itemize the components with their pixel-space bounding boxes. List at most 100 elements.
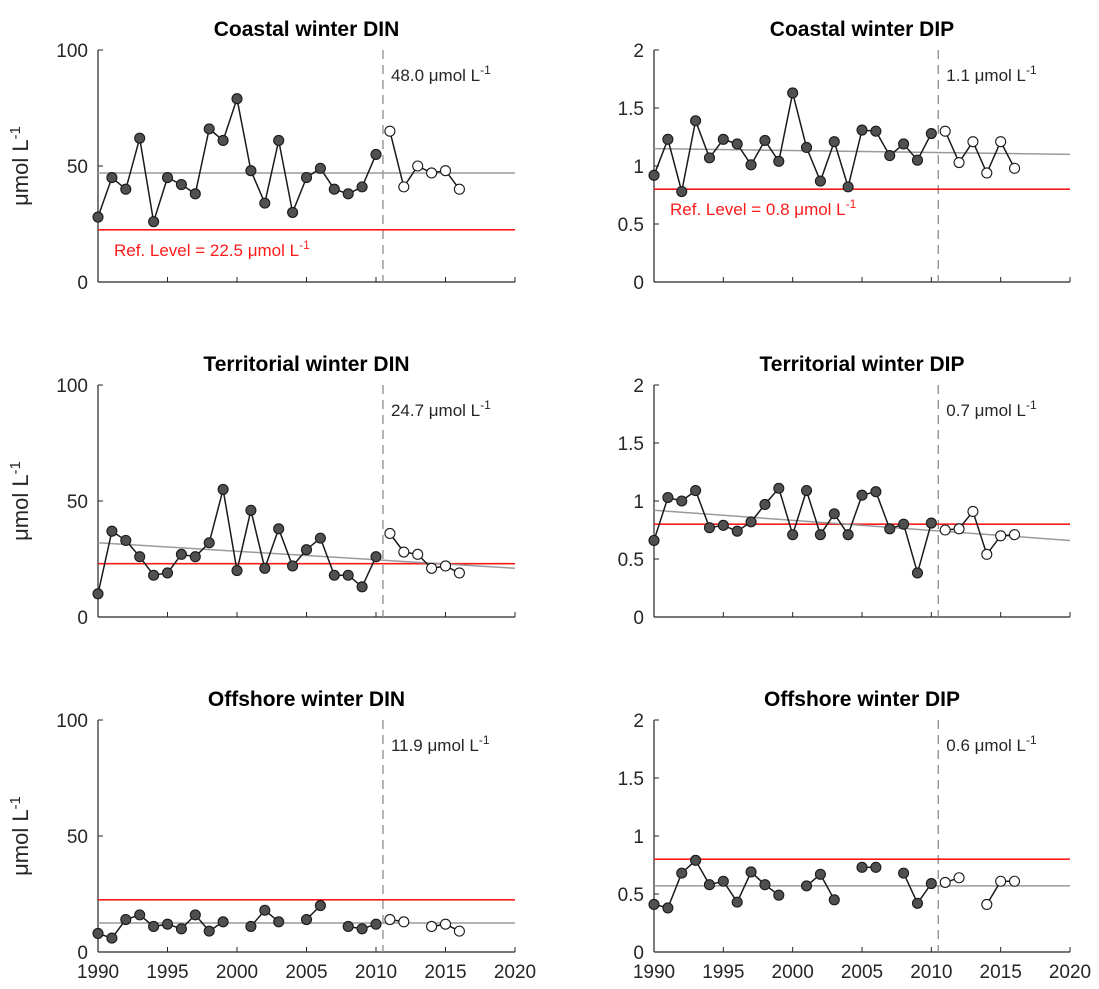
x-tick-label: 1995 [702, 962, 744, 983]
data-point-filled [342, 188, 354, 200]
data-point-filled [703, 152, 716, 164]
data-point-open [453, 183, 465, 195]
data-point-filled [703, 522, 716, 534]
data-point-filled [356, 181, 368, 193]
data-point-filled [898, 518, 910, 530]
x-tick-label: 2010 [910, 962, 952, 983]
y-tick-label: 0.5 [618, 885, 644, 906]
y-tick-label: 0 [633, 943, 644, 964]
data-point-open [953, 872, 965, 884]
data-point-open [439, 560, 452, 572]
x-tick-label: 2010 [355, 962, 397, 983]
data-point-filled [856, 489, 868, 501]
chart-panel-4: Territorial winter DIP 0 0.5 1 1.5 2 0.7 μmol … [618, 353, 1071, 629]
data-point-open [1008, 162, 1021, 174]
data-point-filled [731, 525, 743, 537]
data-point-filled [800, 880, 813, 892]
data-point-open [981, 167, 993, 179]
y-tick-label: 50 [67, 827, 88, 848]
data-point-filled [759, 879, 771, 891]
data-point-filled [745, 516, 757, 528]
data-point-filled [787, 87, 799, 99]
data-point-open [453, 567, 465, 579]
data-point-filled [814, 175, 826, 187]
data-point-filled [231, 93, 243, 105]
data-point-open [398, 916, 410, 928]
data-point-open [953, 156, 965, 169]
data-point-filled [161, 172, 174, 184]
data-point-filled [148, 920, 160, 933]
y-axis-label: μmol L-1 [7, 461, 34, 541]
data-point-filled [342, 569, 354, 581]
data-point-filled [648, 534, 660, 546]
data-point-filled [245, 165, 257, 177]
data-point-filled [314, 532, 326, 544]
data-point-filled [134, 551, 146, 563]
data-point-filled [690, 485, 702, 497]
data-point-filled [787, 529, 799, 541]
data-point-filled [800, 485, 813, 497]
reference-level-label: Ref. Level = 22.5 μmol L-1 [114, 238, 310, 260]
data-point-filled [773, 482, 785, 494]
data-point-filled [328, 569, 340, 581]
data-point-filled [828, 508, 840, 520]
data-point-filled [648, 898, 660, 910]
data-point-filled [92, 211, 104, 223]
data-point-open [939, 876, 951, 888]
x-tick-label: 1990 [633, 962, 675, 983]
assessment-mean-label: 0.6 μmol L-1 [946, 733, 1037, 755]
assessment-mean-label: 1.1 μmol L-1 [946, 63, 1037, 85]
data-point-filled [92, 927, 104, 939]
data-point-open [953, 523, 965, 535]
data-point-filled [842, 529, 854, 541]
data-point-filled [898, 138, 910, 150]
y-tick-label: 0 [633, 273, 644, 294]
chart-title: Territorial winter DIP [760, 353, 965, 376]
data-point-filled [828, 894, 840, 906]
data-point-open [995, 875, 1007, 887]
data-point-filled [676, 495, 688, 507]
data-point-filled [314, 162, 326, 174]
data-point-filled [662, 491, 674, 504]
chart-panel-2: Coastal winter DIP 0 0.5 1 1.5 2 1.1 μmol L-1 R… [618, 18, 1071, 294]
data-point-open [939, 524, 951, 536]
y-tick-label: 0 [77, 608, 88, 629]
x-tick-label: 2005 [285, 962, 327, 983]
data-point-filled [120, 183, 132, 195]
data-point-filled [259, 904, 271, 916]
data-point-filled [745, 866, 757, 878]
data-point-filled [175, 923, 187, 935]
data-point-filled [911, 567, 924, 579]
data-point-open [1008, 529, 1021, 541]
data-point-filled [370, 551, 382, 563]
data-point-filled [676, 867, 688, 879]
data-point-filled [842, 181, 854, 193]
y-tick-label: 0 [633, 608, 644, 629]
y-tick-label: 0 [77, 273, 88, 294]
x-tick-label: 2020 [494, 962, 536, 983]
data-point-filled [287, 560, 299, 572]
data-point-filled [370, 918, 382, 930]
data-point-filled [134, 132, 146, 144]
data-point-filled [925, 517, 937, 529]
y-tick-label: 1.5 [618, 434, 644, 455]
y-tick-label: 0.5 [618, 215, 644, 236]
assessment-mean-label: 48.0 μmol L-1 [391, 63, 491, 85]
data-point-filled [662, 902, 674, 914]
data-point-filled [759, 134, 771, 147]
data-point-filled [106, 172, 118, 184]
data-point-filled [203, 925, 215, 937]
y-tick-label: 50 [67, 157, 88, 178]
data-point-filled [175, 548, 187, 560]
data-point-filled [161, 567, 174, 579]
data-point-open [453, 925, 465, 937]
data-point-filled [120, 913, 132, 926]
data-point-open [981, 898, 993, 910]
y-tick-label: 100 [56, 41, 88, 62]
x-tick-label: 1990 [77, 962, 119, 983]
data-point-filled [259, 197, 271, 209]
x-tick-label: 2000 [216, 962, 258, 983]
data-point-filled [161, 918, 174, 930]
x-tick-label: 1995 [146, 962, 188, 983]
data-point-open [981, 548, 993, 560]
